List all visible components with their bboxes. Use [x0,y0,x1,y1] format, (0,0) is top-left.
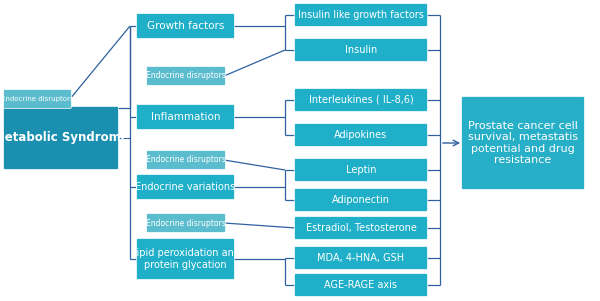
FancyBboxPatch shape [295,247,427,269]
FancyBboxPatch shape [146,213,226,232]
FancyBboxPatch shape [146,150,226,169]
Text: MDA, 4-HNA, GSH: MDA, 4-HNA, GSH [317,253,404,263]
Text: Endocrine disruptors: Endocrine disruptors [146,72,226,80]
FancyBboxPatch shape [137,175,235,200]
Text: AGE-RAGE axis: AGE-RAGE axis [325,280,398,290]
FancyBboxPatch shape [295,188,427,212]
FancyBboxPatch shape [146,67,226,85]
Text: Insulin: Insulin [345,45,377,55]
FancyBboxPatch shape [295,274,427,296]
Text: Prostate cancer cell
survival, metastatis
potential and drug
resistance: Prostate cancer cell survival, metastati… [468,121,578,166]
FancyBboxPatch shape [461,97,584,190]
Text: Adipokines: Adipokines [334,130,388,140]
Text: Endocrine variations: Endocrine variations [136,182,236,192]
FancyBboxPatch shape [137,14,235,39]
FancyBboxPatch shape [4,89,71,108]
FancyBboxPatch shape [295,39,427,61]
Text: Leptin: Leptin [346,165,376,175]
FancyBboxPatch shape [4,107,119,169]
Text: Metabolic Syndrome: Metabolic Syndrome [0,132,129,144]
Text: Inflammation: Inflammation [151,112,220,122]
Text: Adiponectin: Adiponectin [332,195,390,205]
FancyBboxPatch shape [295,159,427,182]
FancyBboxPatch shape [295,123,427,147]
FancyBboxPatch shape [295,88,427,111]
Text: Interleukines ( IL-8,6): Interleukines ( IL-8,6) [308,95,413,105]
Text: Lipid peroxidation and
protein glycation: Lipid peroxidation and protein glycation [131,248,240,270]
Text: Endocrine disruptors: Endocrine disruptors [146,156,226,165]
Text: Endocrine disruptors: Endocrine disruptors [146,219,226,228]
FancyBboxPatch shape [295,216,427,240]
Text: Estradiol, Testosterone: Estradiol, Testosterone [305,223,416,233]
Text: Insulin like growth factors: Insulin like growth factors [298,10,424,20]
FancyBboxPatch shape [295,4,427,26]
FancyBboxPatch shape [137,238,235,280]
Text: Growth factors: Growth factors [147,21,224,31]
FancyBboxPatch shape [137,104,235,129]
Text: Endocrine disruptors: Endocrine disruptors [1,96,74,102]
